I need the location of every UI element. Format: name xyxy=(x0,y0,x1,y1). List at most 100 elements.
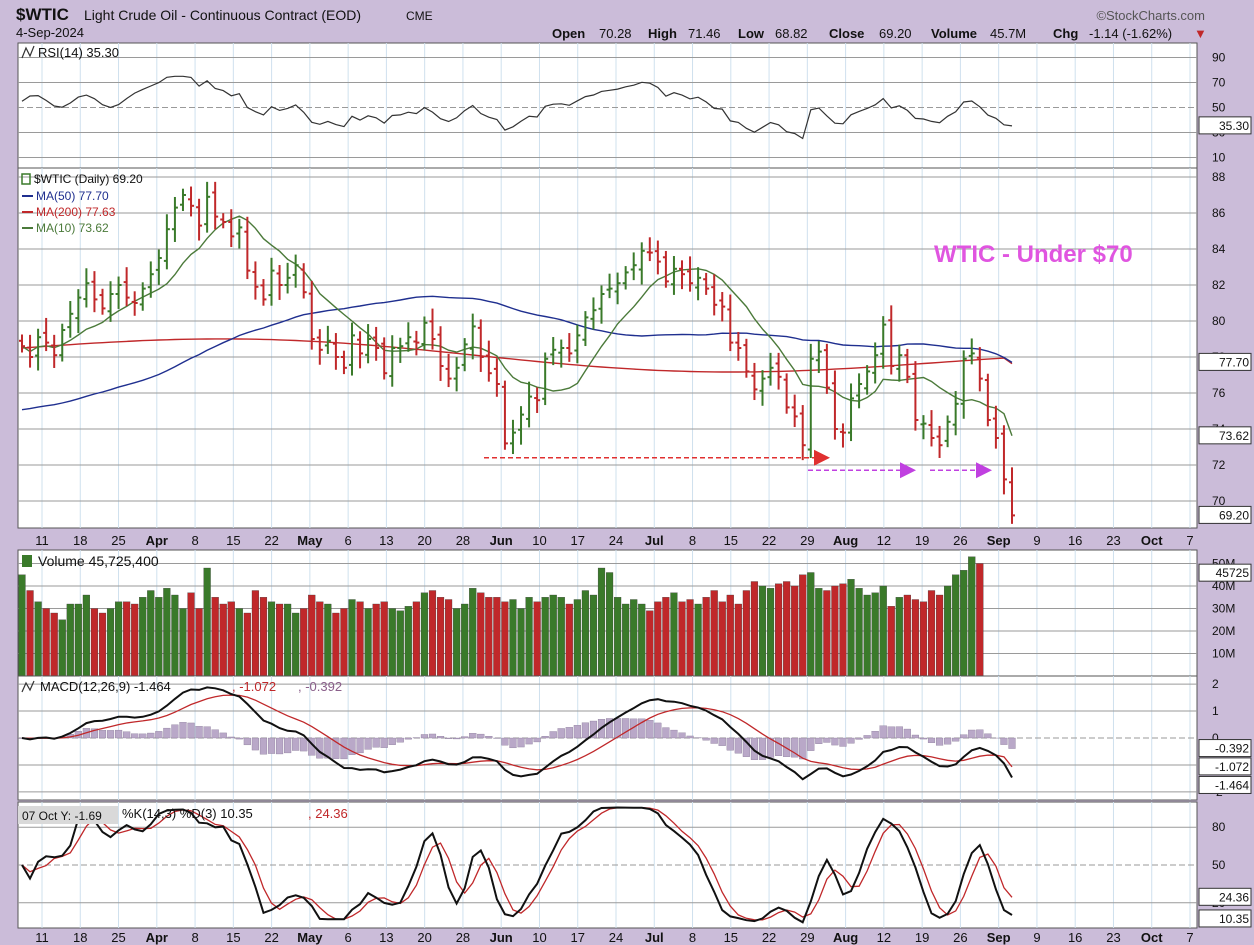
rsi-last-value-box xyxy=(1198,116,1252,135)
volume-bar xyxy=(935,594,944,677)
macd-last-box xyxy=(1198,775,1252,794)
volume-bar xyxy=(300,608,308,677)
x-axis-label-bottom: Aug xyxy=(833,930,858,945)
volume-bar xyxy=(485,597,493,677)
x-axis-label-bottom: 15 xyxy=(724,930,738,945)
macd-hist-bar xyxy=(710,737,718,744)
low-label: Low xyxy=(738,26,765,41)
macd-hist-bar xyxy=(847,737,855,744)
macd-hist-bar xyxy=(227,736,235,739)
volume-bar xyxy=(243,612,251,677)
volume-bar xyxy=(911,599,919,677)
x-axis-label-bottom: 19 xyxy=(915,930,929,945)
ohlc-summary: Open 70.28 High 71.46 Low 68.82 Close 69… xyxy=(552,26,1207,41)
volume-bar xyxy=(919,601,928,677)
x-axis-label: 28 xyxy=(456,533,470,548)
x-axis-label: 23 xyxy=(1106,533,1120,548)
volume-bar xyxy=(42,608,50,677)
macd-hist-bar xyxy=(275,737,284,755)
date-label: 4-Sep-2024 xyxy=(16,25,84,40)
macd-hist-bar xyxy=(758,737,767,760)
volume-bar xyxy=(58,619,66,677)
macd-hist-bar xyxy=(115,729,123,739)
volume-bar xyxy=(203,567,211,677)
x-axis-label: 9 xyxy=(1033,533,1040,548)
macd-hist-bar xyxy=(976,729,984,739)
volume-bar xyxy=(50,612,58,677)
ma10-last-value: 73.62 xyxy=(1219,429,1249,443)
volume-bar xyxy=(211,597,219,677)
x-axis-label: 7 xyxy=(1186,533,1193,548)
volume-bar xyxy=(412,601,420,677)
volume-bar xyxy=(477,592,485,677)
volume-bar xyxy=(461,603,469,677)
volume-bar xyxy=(316,601,324,677)
x-axis-label: 16 xyxy=(1068,533,1082,548)
macd-label-b: , -1.072 xyxy=(232,679,276,694)
macd-hist-bar xyxy=(243,737,251,746)
volume-bar xyxy=(147,590,155,677)
volume-bar xyxy=(251,590,259,677)
volume-bar xyxy=(702,597,710,677)
price-tick: 70 xyxy=(1212,494,1226,508)
volume-bar xyxy=(380,601,388,677)
volume-bar xyxy=(284,603,292,677)
macd-hist-bar xyxy=(517,737,525,748)
volume-bar xyxy=(895,597,903,677)
x-axis-label: 6 xyxy=(345,533,352,548)
volume-bar xyxy=(847,579,855,677)
volume-bar xyxy=(163,588,171,677)
macd-hist-bar xyxy=(155,731,163,739)
volume-bar xyxy=(82,594,90,677)
volume-bar xyxy=(275,603,284,677)
macd-hist-bar xyxy=(783,737,791,757)
volume-tick: 10M xyxy=(1212,647,1235,661)
volume-bar xyxy=(726,594,734,677)
volume-bar xyxy=(501,601,509,677)
x-axis-label: 20 xyxy=(417,533,431,548)
volume-last-value-box xyxy=(1198,563,1252,582)
volume-bar xyxy=(372,603,380,677)
volume-bar xyxy=(267,601,276,677)
volume-bar xyxy=(622,603,630,677)
macd-hist-bar xyxy=(549,731,557,739)
x-axis-label-bottom: 8 xyxy=(689,930,696,945)
x-axis-label-bottom: 16 xyxy=(1068,930,1082,945)
x-axis-label-bottom: May xyxy=(297,930,323,945)
support-arrow-purple-1-head xyxy=(900,462,916,479)
volume-bar xyxy=(718,601,726,677)
x-axis-label: 22 xyxy=(264,533,278,548)
macd-hist-bar xyxy=(952,737,960,742)
macd-hist-bar xyxy=(388,737,396,745)
legend-ma10: MA(10) 73.62 xyxy=(36,221,109,235)
macd-hist-bar xyxy=(90,728,99,739)
macd-hist-bar xyxy=(106,730,115,739)
macd-tick: 1 xyxy=(1212,704,1219,718)
macd-hist-bar xyxy=(903,728,911,739)
macd-hist-bar xyxy=(775,737,783,756)
price-legend: $WTIC (Daily) 69.20 MA(50) 77.70 MA(200)… xyxy=(34,172,143,235)
stoch-k-line xyxy=(21,806,1013,924)
volume-bar xyxy=(187,592,195,677)
macd-hist-bar xyxy=(935,737,944,746)
macd-hist-bar xyxy=(646,719,654,739)
volume-bar xyxy=(823,590,831,677)
volume-bar xyxy=(581,590,589,677)
chg-label: Chg xyxy=(1053,26,1078,41)
price-tick: 88 xyxy=(1212,170,1226,184)
macd-hist-bar xyxy=(380,737,388,748)
macd-hist-bar xyxy=(203,726,211,739)
support-arrow-red-head xyxy=(814,449,830,466)
volume-bar xyxy=(927,590,936,677)
x-axis-label: 10 xyxy=(532,533,546,548)
price-legend-icon xyxy=(21,173,31,185)
volume-bar xyxy=(90,608,99,677)
volume-bar xyxy=(589,594,598,677)
ma10-line xyxy=(21,215,1013,437)
macd-hist-bar xyxy=(195,726,203,739)
macd-hist-bar xyxy=(968,729,976,739)
macd-hist-bar xyxy=(895,726,903,739)
macd-hist-bar xyxy=(799,737,807,760)
volume-bar xyxy=(694,603,702,677)
price-tick: 72 xyxy=(1212,458,1226,472)
